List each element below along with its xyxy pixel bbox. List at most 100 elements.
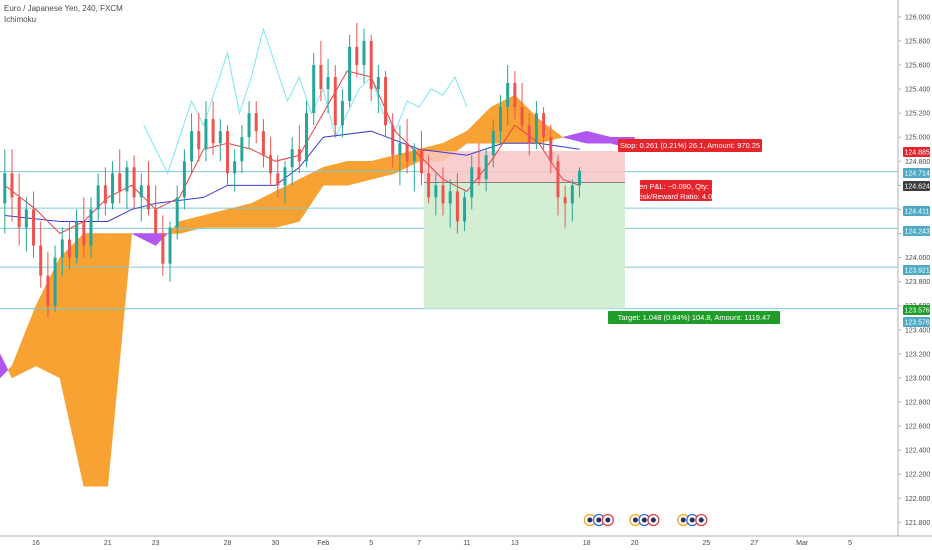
candle[interactable] [491, 119, 495, 168]
stop-label[interactable]: Stop: 0.261 (0.21%) 26.1, Amount: 970.25 [618, 139, 762, 152]
stop-label-text: Stop: 0.261 (0.21%) 26.1, Amount: 970.25 [620, 141, 760, 150]
candle[interactable] [384, 71, 388, 138]
candle[interactable] [53, 245, 57, 312]
candle[interactable] [182, 149, 186, 210]
candle[interactable] [477, 143, 481, 186]
candle[interactable] [455, 173, 459, 234]
candle[interactable] [168, 221, 172, 282]
candle[interactable] [247, 101, 251, 150]
candle[interactable] [578, 167, 582, 198]
candle[interactable] [305, 101, 309, 168]
cloud-segment [323, 160, 348, 186]
candle-body [3, 173, 7, 204]
candle[interactable] [161, 215, 165, 276]
candle[interactable] [570, 179, 574, 222]
candle[interactable] [17, 173, 21, 246]
candle[interactable] [434, 173, 438, 216]
cloud-segment [203, 209, 228, 228]
candle[interactable] [542, 107, 546, 150]
dividend-event-icon[interactable] [677, 513, 708, 527]
candle[interactable] [463, 191, 467, 232]
candle[interactable] [513, 71, 517, 120]
candle[interactable] [254, 101, 258, 144]
news-event-icon[interactable] [629, 513, 660, 527]
candle[interactable] [319, 40, 323, 102]
candle[interactable] [211, 101, 215, 156]
candle-body [527, 125, 531, 144]
candle[interactable] [75, 209, 79, 264]
candle[interactable] [197, 113, 201, 162]
candle[interactable] [376, 64, 380, 114]
candle[interactable] [369, 34, 373, 102]
candle[interactable] [10, 149, 14, 222]
candle[interactable] [132, 155, 136, 210]
candle[interactable] [333, 64, 337, 138]
candle[interactable] [326, 58, 330, 114]
candle[interactable] [118, 149, 122, 204]
candle[interactable] [103, 167, 107, 216]
stop-zone[interactable] [423, 151, 626, 183]
candle[interactable] [154, 185, 158, 246]
candle[interactable] [427, 155, 431, 204]
candle[interactable] [225, 125, 229, 186]
candle[interactable] [355, 22, 359, 78]
candle[interactable] [175, 185, 179, 240]
candle[interactable] [419, 131, 423, 186]
candle[interactable] [32, 191, 36, 258]
candle[interactable] [283, 161, 287, 204]
candle[interactable] [39, 221, 43, 288]
candle[interactable] [520, 83, 524, 132]
candle[interactable] [441, 167, 445, 216]
candle[interactable] [82, 197, 86, 258]
target-label[interactable]: Target: 1.048 (0.84%) 104.8, Amount: 111… [608, 311, 780, 324]
candle[interactable] [312, 52, 316, 126]
candle[interactable] [3, 149, 7, 234]
candle[interactable] [67, 221, 71, 270]
candle[interactable] [534, 101, 538, 150]
candle[interactable] [96, 173, 100, 222]
candle[interactable] [398, 125, 402, 186]
candle[interactable] [111, 161, 115, 210]
candle[interactable] [190, 113, 194, 174]
candle[interactable] [506, 64, 510, 126]
candle[interactable] [348, 34, 352, 108]
indicator-label[interactable]: Ichimoku [4, 15, 37, 24]
candle[interactable] [297, 125, 301, 174]
candle[interactable] [549, 125, 553, 174]
candle[interactable] [24, 197, 28, 252]
candle[interactable] [563, 185, 567, 228]
candle[interactable] [412, 143, 416, 192]
candle[interactable] [470, 155, 474, 210]
candle[interactable] [218, 119, 222, 162]
candle[interactable] [233, 149, 237, 192]
candle[interactable] [448, 179, 452, 228]
candle[interactable] [556, 155, 560, 216]
candle[interactable] [276, 155, 280, 198]
candle[interactable] [391, 113, 395, 168]
candle[interactable] [484, 149, 488, 192]
candle[interactable] [146, 161, 150, 216]
candle[interactable] [290, 137, 294, 186]
candle[interactable] [405, 119, 409, 174]
cloud-segment [562, 130, 587, 144]
candle[interactable] [60, 227, 64, 276]
candle[interactable] [362, 28, 366, 84]
candle[interactable] [261, 119, 265, 168]
candle[interactable] [240, 125, 244, 174]
symbol-title[interactable]: Euro / Japanese Yen, 240, FXCM [4, 4, 123, 13]
candle[interactable] [139, 173, 143, 222]
candle[interactable] [125, 161, 129, 210]
candle[interactable] [527, 113, 531, 156]
candle[interactable] [89, 197, 93, 258]
time-tick-label: 18 [583, 540, 591, 547]
candle[interactable] [46, 251, 50, 318]
target-zone[interactable] [423, 182, 626, 309]
candle[interactable] [269, 137, 273, 186]
earnings-event-icon[interactable] [583, 513, 615, 527]
candle[interactable] [498, 95, 502, 144]
stop-label-bg [618, 139, 762, 152]
candle[interactable] [340, 89, 344, 138]
candle[interactable] [204, 101, 208, 162]
